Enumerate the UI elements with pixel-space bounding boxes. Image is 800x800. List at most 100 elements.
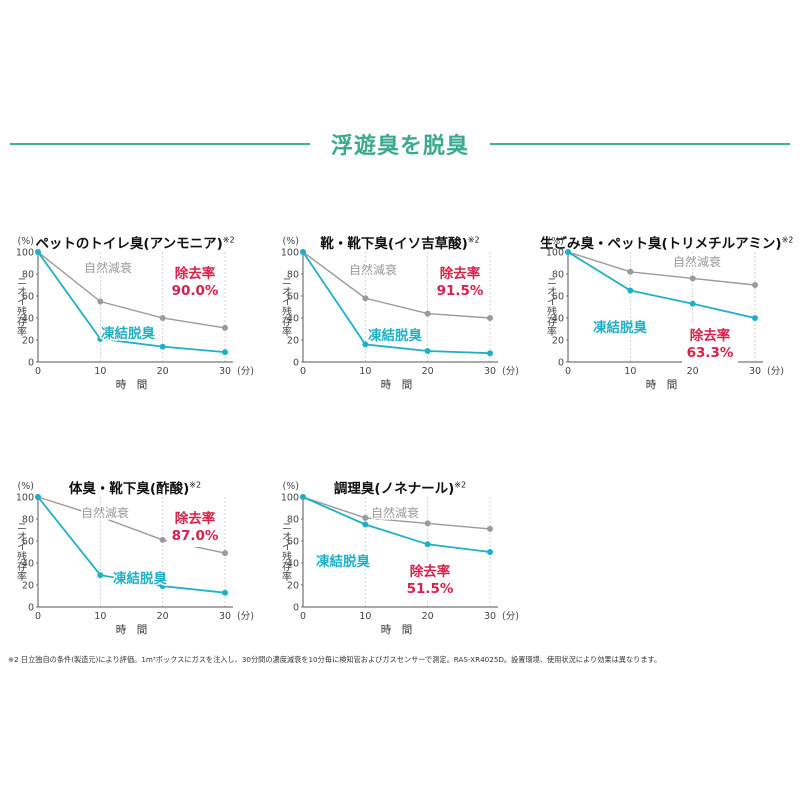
series-line-frozen <box>567 251 756 319</box>
data-point-frozen <box>424 541 431 548</box>
chart-panel: ペットのトイレ臭(アンモニア)※2 0 20 40 60 80 100 (%) ニオイ残存率 0 1… <box>10 160 260 392</box>
removal-rate-box <box>432 262 488 302</box>
x-tick-label: 30 <box>219 611 231 622</box>
y-tick-label: 100 <box>16 493 34 504</box>
y-unit-label: (%) <box>283 481 299 492</box>
y-tick-label: 60 <box>287 537 299 548</box>
data-point-frozen <box>35 494 41 500</box>
data-point-frozen <box>627 287 634 294</box>
chart-panel: 生ごみ臭・ペット臭(トリメチルアミン)※2 0 20 40 60 80 100 (%) ニオイ残… <box>540 160 794 392</box>
series-label-frozen: 凍結脱臭 <box>316 553 370 570</box>
x-tick-label: 10 <box>359 611 371 622</box>
removal-rate-box <box>402 560 458 600</box>
data-point-frozen <box>424 348 431 354</box>
series-label-frozen: 凍結脱臭 <box>368 327 422 344</box>
data-point-frozen <box>159 583 166 590</box>
data-point-natural <box>424 310 431 317</box>
y-tick-label: 100 <box>281 493 299 504</box>
line-chart: 0 20 40 60 80 100(%) ニオイ残存率 0 10 20 30 (分) 時 間 自然減衰凍結… <box>280 481 519 636</box>
series-line-natural <box>302 496 491 530</box>
series-line-frozen <box>302 251 491 355</box>
data-point-natural <box>487 525 493 532</box>
y-tick-label: 0 <box>293 358 299 369</box>
y-tick-label: 100 <box>546 248 564 259</box>
series-label-frozen: 凍結脱臭 <box>101 325 155 342</box>
removal-rate-value: 91.5% <box>437 283 484 299</box>
header-line-right <box>490 143 790 145</box>
x-tick-label: 10 <box>94 366 106 377</box>
y-tick-label: 0 <box>293 603 299 614</box>
x-unit-label: (分) <box>502 611 519 622</box>
removal-rate-box <box>167 262 223 302</box>
y-tick-label: 40 <box>22 314 34 325</box>
page-title: 浮遊臭を脱臭 <box>330 134 469 159</box>
y-tick-label: 20 <box>22 336 34 347</box>
plot-area <box>303 497 490 607</box>
series-label-natural: 自然減衰 <box>673 254 721 269</box>
footnote-marker: ※2 <box>781 235 794 245</box>
x-unit-label: (分) <box>237 611 254 622</box>
footnote-marker: ※2 <box>222 235 235 245</box>
grill-icon <box>370 410 430 470</box>
series-line-frozen <box>37 251 226 353</box>
y-tick-label: 80 <box>287 515 299 526</box>
x-tick-label: 0 <box>35 611 41 622</box>
y-unit-label: (%) <box>18 481 34 492</box>
x-tick-label: 10 <box>94 611 106 622</box>
data-point-frozen <box>362 341 369 348</box>
data-point-frozen <box>487 350 493 357</box>
y-tick-label: 0 <box>28 358 34 369</box>
y-unit-label: (%) <box>283 236 299 247</box>
y-tick-label: 40 <box>552 314 564 325</box>
line-chart: 0 20 40 60 80 100(%) ニオイ残存率 0 10 20 30 (分) 時 間 自然減衰凍結… <box>280 236 519 391</box>
series-label-natural: 自然減衰 <box>84 260 132 275</box>
footnote-marker: ※2 <box>189 480 202 490</box>
data-point-natural <box>159 536 166 543</box>
removal-rate-label: 除去率 <box>690 327 731 344</box>
y-tick-label: 60 <box>22 537 34 548</box>
x-axis-label: 時 間 <box>116 624 148 636</box>
data-point-frozen <box>222 349 228 356</box>
series-line-natural <box>37 251 226 329</box>
y-tick-label: 100 <box>16 248 34 259</box>
x-tick-label: 10 <box>624 366 636 377</box>
chart-title: 生ごみ臭・ペット臭(トリメチルアミン)※2 <box>540 235 794 253</box>
series-label-frozen: 凍結脱臭 <box>113 570 167 587</box>
y-tick-label: 20 <box>287 336 299 347</box>
x-tick-label: 0 <box>35 366 41 377</box>
x-tick-label: 20 <box>687 366 699 377</box>
x-unit-label: (分) <box>237 366 254 377</box>
y-unit-label: (%) <box>18 236 34 247</box>
x-tick-label: 30 <box>484 611 496 622</box>
y-tick-label: 40 <box>287 559 299 570</box>
series-line-frozen <box>37 496 226 594</box>
footnote-marker: ※2 <box>467 235 480 245</box>
y-axis-label: ニオイ残存率 <box>15 521 27 582</box>
data-point-frozen <box>565 249 571 255</box>
footnote-marker: ※2 <box>454 480 467 490</box>
data-point-natural <box>689 275 696 282</box>
chart-title: 靴・靴下臭(イソ吉草酸)※2 <box>320 235 480 253</box>
y-tick-label: 80 <box>552 270 564 281</box>
data-point-natural <box>362 514 369 521</box>
chart-title: 体臭・靴下臭(酢酸)※2 <box>68 480 202 498</box>
shirt-icon <box>105 410 165 470</box>
data-point-frozen <box>487 549 493 555</box>
data-point-frozen <box>97 572 104 579</box>
y-tick-label: 40 <box>287 314 299 325</box>
data-point-frozen <box>362 521 369 528</box>
x-tick-label: 20 <box>422 611 434 622</box>
y-axis-label: ニオイ残存率 <box>280 521 292 582</box>
y-tick-label: 80 <box>22 515 34 526</box>
x-tick-label: 0 <box>300 366 306 377</box>
removal-rate-label: 除去率 <box>440 265 481 282</box>
removal-rate-value: 63.3% <box>687 345 734 361</box>
y-tick-label: 20 <box>552 336 564 347</box>
data-point-frozen <box>159 343 166 350</box>
data-point-frozen <box>689 300 696 307</box>
x-axis-label: 時 間 <box>381 379 413 391</box>
chart-panel: 調理臭(ノネナール)※2 0 20 40 60 80 100 (%) ニオイ残存率 0 10 20 30… <box>275 405 525 637</box>
y-unit-label: (%) <box>548 236 564 247</box>
x-tick-label: 20 <box>157 611 169 622</box>
x-axis-label: 時 間 <box>646 379 678 391</box>
